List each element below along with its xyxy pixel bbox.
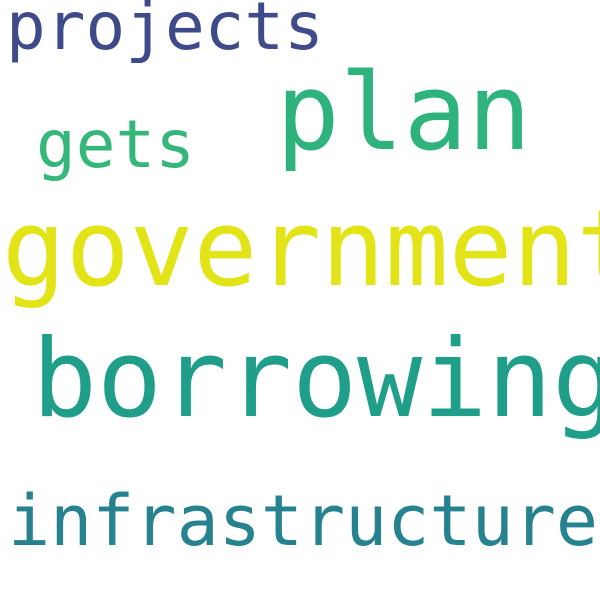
- word-government: government: [2, 187, 600, 310]
- word-plan: plan: [276, 51, 532, 174]
- word-projects: projects: [6, 0, 324, 65]
- word-borrowing: borrowing: [32, 317, 600, 442]
- word-gets: gets: [36, 106, 195, 183]
- word-infrastructure: infrastructure: [8, 480, 599, 562]
